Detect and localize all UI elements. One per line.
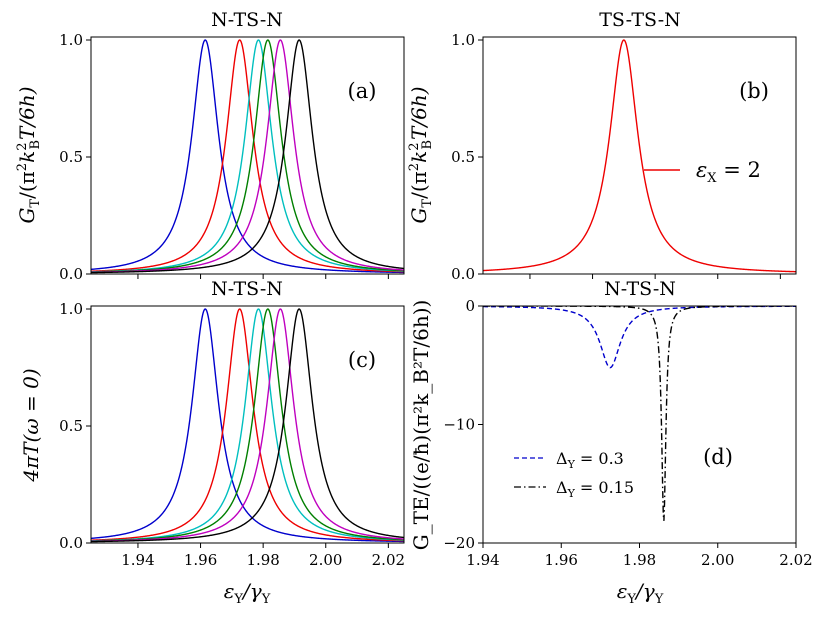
panel-d-curves (483, 306, 796, 521)
panel-b-frame (482, 36, 797, 275)
panel-d-frame (482, 305, 797, 544)
panel-a-title: N-TS-N (211, 9, 283, 31)
panel-c-ytick-label: 0.0 (59, 534, 83, 552)
panel-c-frame (90, 305, 405, 544)
panel-c-series-green (91, 308, 404, 542)
panel-a-series-green (91, 39, 404, 273)
panel-c-xtick-label: 1.98 (246, 551, 279, 569)
panel-d-title: N-TS-N (604, 278, 676, 300)
panel-c-ytick-label: 0.5 (59, 417, 83, 435)
panel-d-series--Y-0-3 (483, 306, 796, 369)
panel-d-xtick-label: 2.02 (779, 551, 812, 569)
panel-d-xtick-label: 1.94 (466, 551, 499, 569)
panel-d-series--Y-0-15 (483, 306, 796, 521)
panel-b-title: TS-TS-N (599, 9, 681, 31)
panel-c-series-black (91, 308, 404, 543)
panel-b: TS-TS-N 0.0 0.5 1.0 (b) εX = 2 GT/(π2k2BT/… (407, 9, 797, 283)
panel-c-xtick-label: 1.96 (184, 551, 217, 569)
panel-b-series--X-2 (483, 39, 796, 273)
panel-c-xlabel: εY/γY (224, 579, 271, 607)
panel-d-xtick-label: 1.98 (623, 551, 656, 569)
panel-a-ylabel: GT/(π2k2BT/6h) (15, 86, 43, 223)
panel-c-xtick-label: 1.94 (121, 551, 154, 569)
panel-b-ytick-label: 0.5 (451, 148, 475, 166)
panel-a-series-blue (91, 39, 404, 274)
panel-b-y-axis: 0.0 0.5 1.0 (451, 31, 483, 283)
panel-d-ytick-label: 0 (465, 297, 475, 315)
panel-c-title: N-TS-N (211, 278, 283, 300)
panel-b-label: (b) (739, 79, 769, 103)
panel-b-ylabel: GT/(π2k2BT/6h) (407, 86, 435, 223)
panel-d-ytick-label: −10 (443, 416, 475, 434)
panel-a-frame (90, 36, 405, 275)
panel-c-series-cyan (91, 308, 404, 542)
panel-a-series-black (91, 39, 404, 274)
panel-d-x-axis: 1.94 1.96 1.98 2.00 2.02 (466, 543, 813, 569)
legend-label-ex2: εX = 2 (696, 158, 761, 186)
panel-b-ytick-label: 0.0 (451, 265, 475, 283)
panel-c-series-red (91, 308, 404, 542)
legend-label-delta-015: ΔY = 0.15 (556, 478, 634, 500)
panel-d-legend: ΔY = 0.3 ΔY = 0.15 (514, 449, 634, 500)
panel-d-ytick-label: −20 (443, 534, 475, 552)
panel-d: N-TS-N 0−10−20 1.94 1.96 1.98 2.00 2.02 (d) … (409, 278, 813, 607)
panel-a-ytick-label: 1.0 (59, 31, 83, 49)
panel-c-xtick-label: 2.02 (372, 551, 405, 569)
panel-b-curves (483, 39, 796, 273)
panel-c-series-magenta (91, 308, 404, 542)
panel-b-legend: εX = 2 (644, 158, 761, 186)
panel-d-y-axis: 0 −10 −20 (443, 297, 483, 552)
panel-c-ytick-label: 1.0 (59, 300, 83, 318)
panel-c-y-axis: 0.0 0.5 1.0 (59, 300, 91, 552)
panel-d-label: (d) (703, 445, 733, 469)
panel-a-y-axis: 0.0 0.5 1.0 (59, 31, 91, 283)
panel-a: N-TS-N 0.0 0.5 1.0 (a) GT/(π2k2BT/6h) (15, 9, 405, 283)
panel-d-xtick-label: 1.96 (545, 551, 578, 569)
panel-d-xlabel: εY/γY (617, 579, 664, 607)
panel-a-series-cyan (91, 39, 404, 273)
panel-a-series-magenta (91, 39, 404, 273)
panel-c-x-axis: 1.94 1.96 1.98 2.00 2.02 (121, 543, 405, 569)
panel-c-xtick-label: 2.00 (309, 551, 342, 569)
panel-a-label: (a) (348, 79, 377, 103)
panel-a-curves (91, 39, 404, 274)
legend-label-delta-03: ΔY = 0.3 (556, 449, 624, 471)
panel-a-ytick-label: 0.0 (59, 265, 83, 283)
panel-d-ylabel: G_TE/((e/ħ)(π²k_B²T/6h)) (409, 300, 433, 551)
panel-d-xtick-label: 2.00 (701, 551, 734, 569)
panel-a-x-axis (137, 274, 389, 279)
panel-a-ytick-label: 0.5 (59, 148, 83, 166)
panel-c-curves (91, 308, 404, 543)
panel-b-ytick-label: 1.0 (451, 31, 475, 49)
panel-c-ylabel: 4πT(ω = 0) (19, 368, 43, 482)
panel-c-label: (c) (348, 348, 376, 372)
panel-c: N-TS-N 0.0 0.5 1.0 1.94 1.96 1.98 2.00 2.02 (c… (19, 278, 405, 607)
panel-c-series-blue (91, 308, 404, 543)
panel-b-x-axis (529, 274, 781, 279)
panel-a-series-red (91, 39, 404, 273)
